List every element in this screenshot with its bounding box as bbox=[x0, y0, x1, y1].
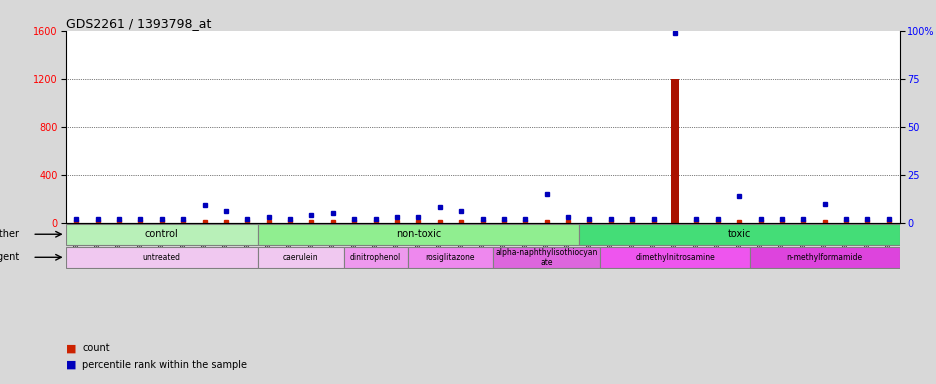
Text: other: other bbox=[0, 229, 20, 239]
Bar bbox=[492, 247, 600, 268]
Bar bbox=[670, 79, 679, 223]
Text: caerulein: caerulein bbox=[283, 253, 318, 262]
Text: non-toxic: non-toxic bbox=[395, 229, 441, 239]
Bar bbox=[257, 224, 578, 245]
Text: untreated: untreated bbox=[142, 253, 181, 262]
Bar bbox=[66, 224, 257, 245]
Text: ■: ■ bbox=[66, 360, 76, 370]
Text: toxic: toxic bbox=[726, 229, 750, 239]
Text: dimethylnitrosamine: dimethylnitrosamine bbox=[635, 253, 714, 262]
Text: alpha-naphthylisothiocyan
ate: alpha-naphthylisothiocyan ate bbox=[495, 248, 597, 267]
Text: dinitrophenol: dinitrophenol bbox=[350, 253, 401, 262]
Text: count: count bbox=[82, 343, 110, 353]
Text: agent: agent bbox=[0, 252, 20, 262]
Text: ■: ■ bbox=[66, 343, 76, 353]
Bar bbox=[344, 247, 407, 268]
Text: GDS2261 / 1393798_at: GDS2261 / 1393798_at bbox=[66, 17, 211, 30]
Text: percentile rank within the sample: percentile rank within the sample bbox=[82, 360, 247, 370]
Text: control: control bbox=[145, 229, 179, 239]
Bar bbox=[578, 224, 899, 245]
Bar bbox=[66, 247, 257, 268]
Bar bbox=[257, 247, 344, 268]
Bar bbox=[600, 247, 749, 268]
Bar bbox=[749, 247, 899, 268]
Bar bbox=[407, 247, 492, 268]
Text: n-methylformamide: n-methylformamide bbox=[786, 253, 862, 262]
Text: rosiglitazone: rosiglitazone bbox=[425, 253, 475, 262]
